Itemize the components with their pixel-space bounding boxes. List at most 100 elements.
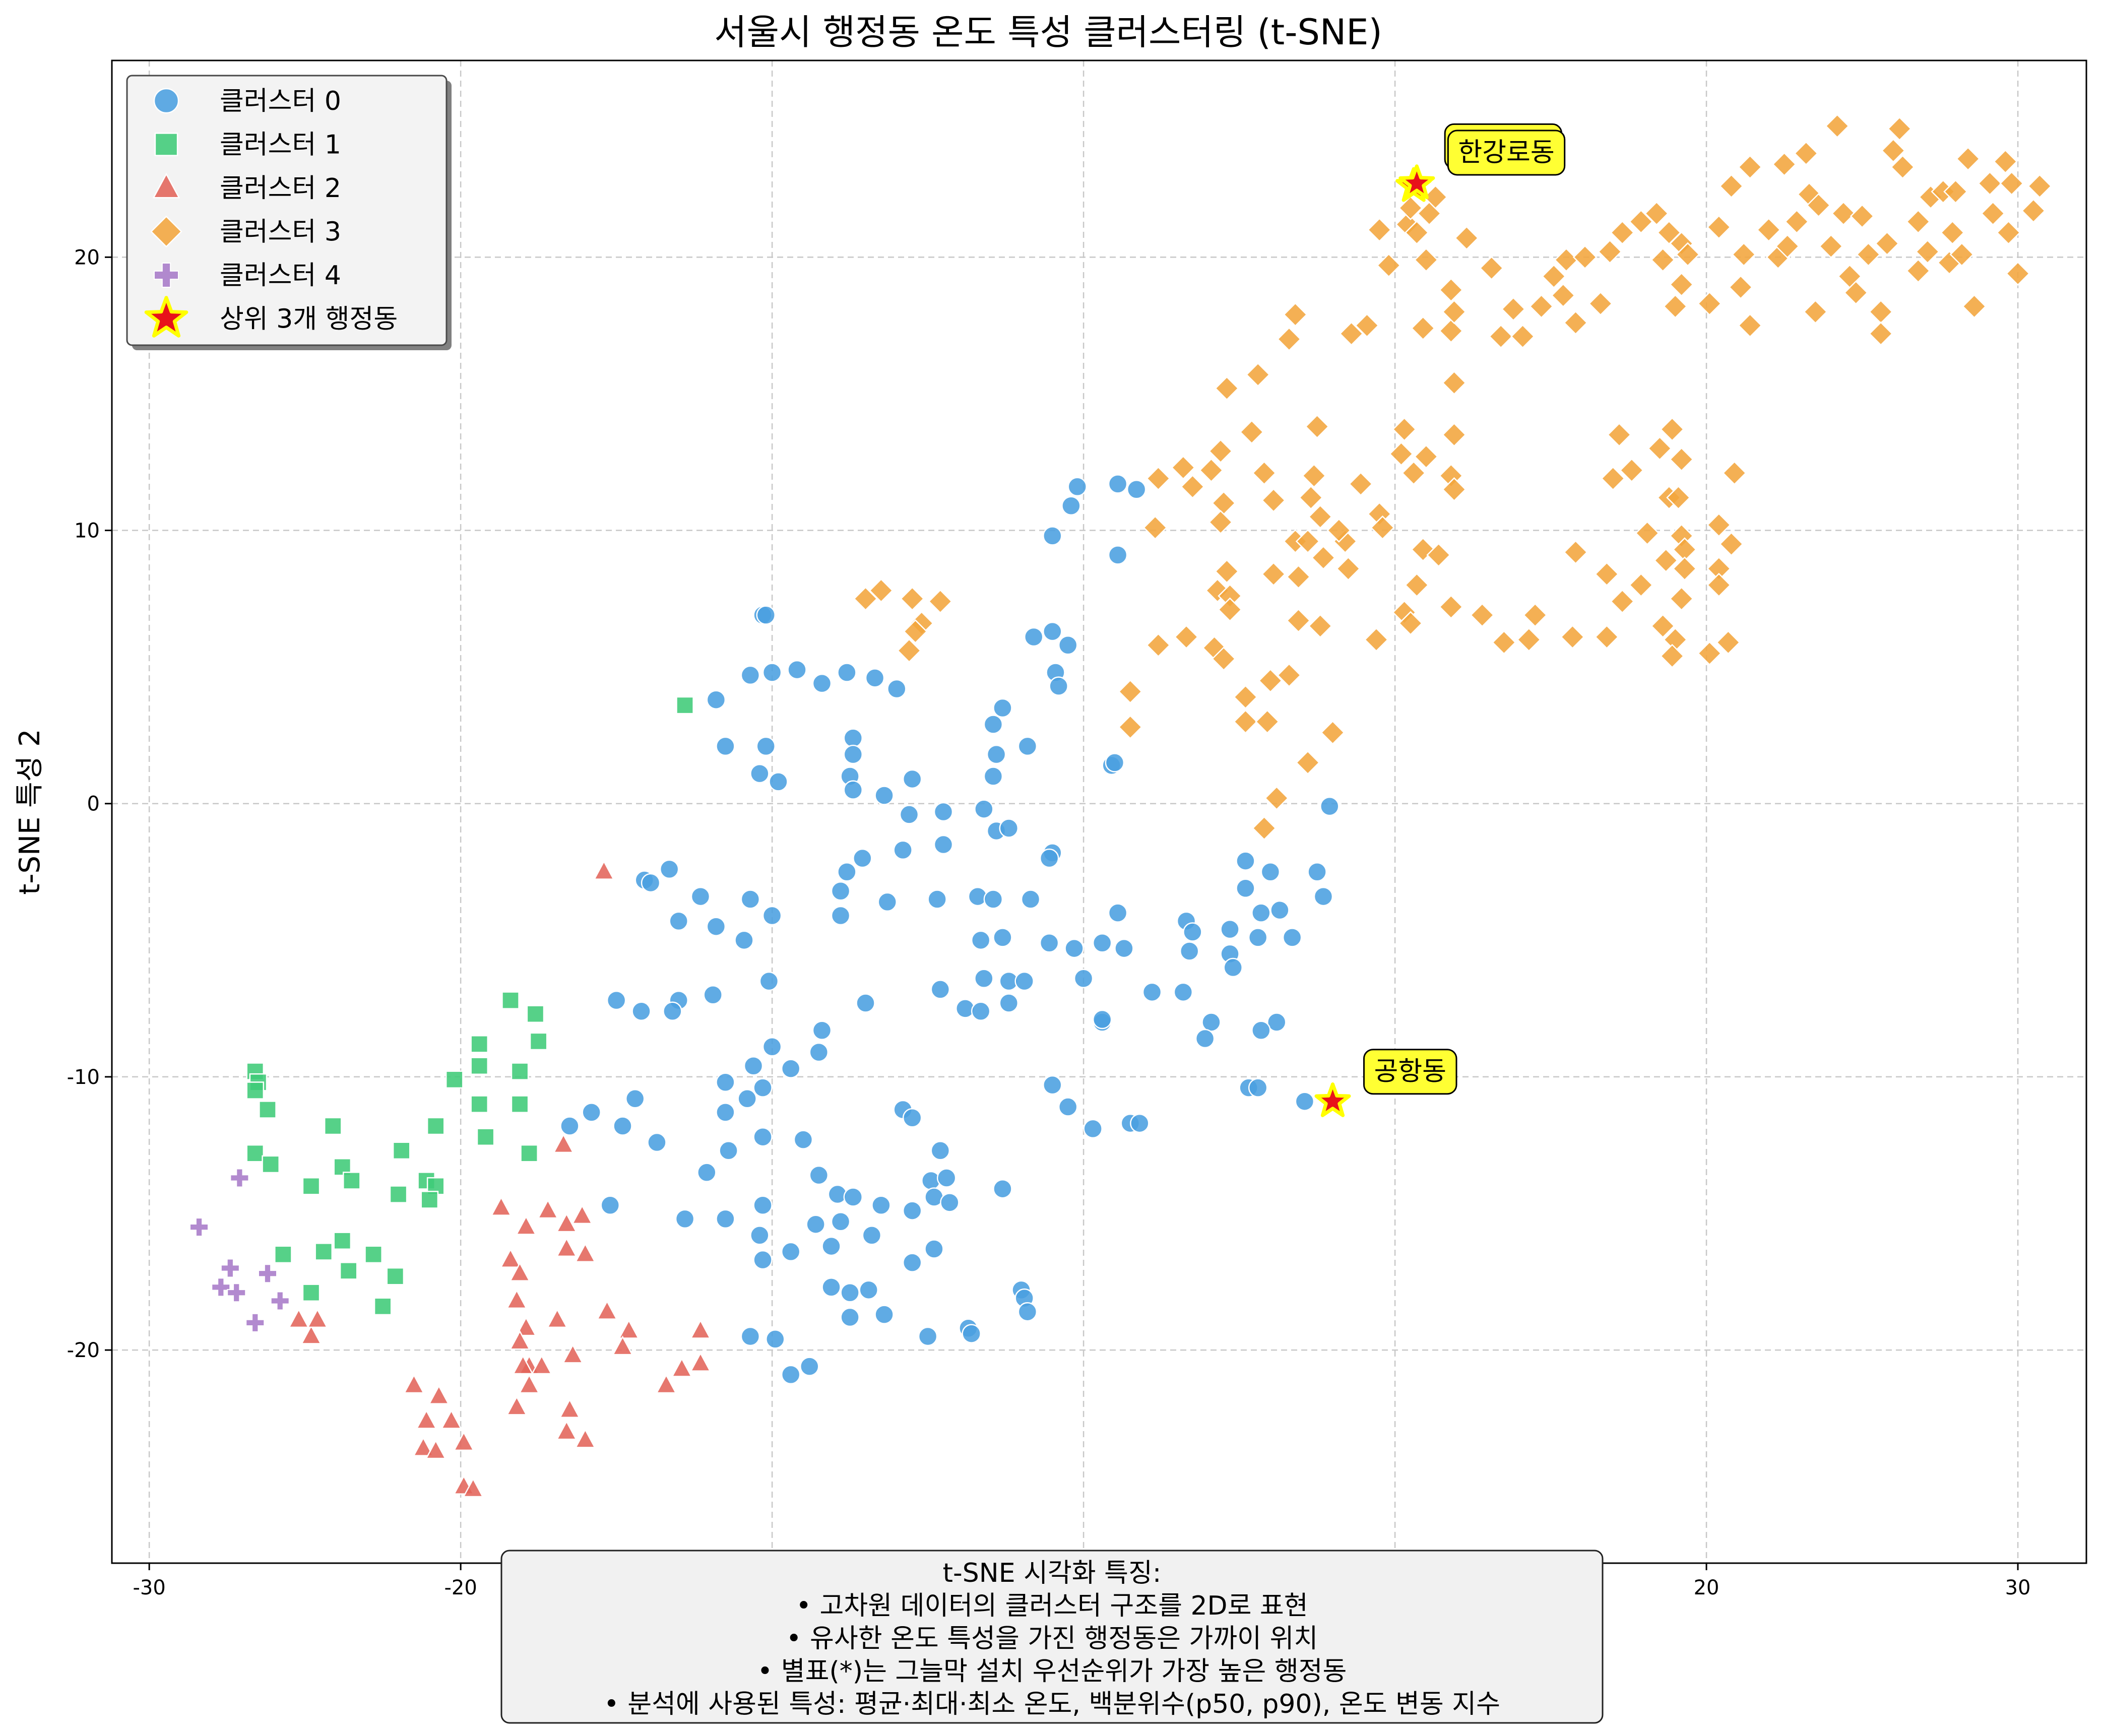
data-point [1479, 255, 1504, 281]
data-point [1669, 272, 1694, 297]
data-point [874, 786, 894, 805]
data-point [1719, 174, 1744, 199]
data-point [1653, 548, 1678, 573]
data-point [1663, 294, 1688, 319]
data-point [1887, 116, 1912, 141]
data-point [1488, 324, 1513, 349]
data-point [1439, 278, 1463, 302]
data-point [837, 663, 857, 682]
data-point [420, 1191, 439, 1209]
data-point [416, 1409, 437, 1429]
data-point [740, 889, 760, 909]
data-point [546, 1308, 568, 1328]
info-line: • 고차원 데이터의 클러스터 구조를 2D로 표현 [796, 1591, 1308, 1621]
data-point [1563, 310, 1588, 335]
data-point [1669, 447, 1694, 472]
data-point [453, 1431, 475, 1451]
data-point [593, 860, 615, 880]
data-point [843, 1187, 863, 1207]
data-point [971, 1001, 991, 1021]
legend-marker [153, 88, 179, 114]
data-point [1261, 562, 1286, 587]
data-point [1595, 624, 1619, 650]
data-point [663, 1001, 682, 1021]
data-point [1311, 545, 1336, 570]
data-point [762, 1037, 782, 1057]
data-point [843, 780, 863, 800]
legend-item: 클러스터 3 [150, 215, 341, 248]
data-point [1239, 420, 1264, 444]
data-point [343, 1172, 361, 1190]
data-point [734, 930, 754, 950]
data-point [1130, 1113, 1150, 1133]
data-point [1398, 196, 1423, 221]
data-point [490, 1196, 512, 1216]
data-point [1595, 562, 1619, 587]
data-point [669, 911, 688, 931]
data-point [1890, 155, 1915, 179]
data-point [843, 744, 863, 764]
data-point [1364, 627, 1389, 652]
data-point [897, 638, 922, 663]
data-point [1173, 982, 1193, 1002]
data-points [189, 113, 2052, 1498]
data-point [1348, 472, 1373, 496]
data-point [1326, 518, 1352, 543]
data-point [1423, 184, 1448, 210]
data-point [812, 1020, 832, 1040]
data-point [1439, 318, 1463, 344]
data-point [1146, 633, 1171, 658]
data-point [1516, 627, 1542, 652]
info-box-frame [500, 1550, 1604, 1724]
data-point [1215, 376, 1239, 401]
data-point [1529, 294, 1554, 319]
data-point [1607, 422, 1632, 447]
data-point [300, 1324, 322, 1344]
data-point [1999, 171, 2024, 196]
data-point [1644, 201, 1669, 226]
data-point [1201, 1012, 1221, 1032]
data-point [902, 1108, 922, 1128]
data-point [2021, 198, 2046, 223]
data-point [930, 980, 950, 999]
x-tick-label: 30 [2005, 1576, 2031, 1599]
data-point [556, 1237, 578, 1257]
data-point [537, 1199, 559, 1219]
data-point [1083, 1119, 1103, 1139]
data-point [1308, 504, 1333, 529]
data-point [288, 1308, 309, 1328]
data-point [1398, 164, 1435, 200]
data-point [831, 906, 851, 926]
data-point [1118, 679, 1143, 704]
data-point [1320, 720, 1345, 745]
data-point [1218, 597, 1242, 622]
data-point [1722, 461, 1747, 485]
data-point [743, 1056, 763, 1076]
data-point [716, 736, 735, 756]
data-point [1118, 715, 1143, 740]
data-point [412, 1436, 434, 1456]
data-point [1541, 264, 1566, 289]
data-point [1266, 1012, 1287, 1032]
data-point [1058, 1097, 1078, 1117]
data-point [1949, 242, 1974, 267]
data-point [245, 1313, 265, 1332]
data-point [562, 1343, 584, 1364]
data-point [1414, 444, 1439, 469]
data-point [962, 1324, 981, 1343]
data-point [656, 1374, 677, 1394]
data-point [756, 605, 776, 625]
data-point [999, 993, 1019, 1013]
data-point [274, 1245, 292, 1264]
data-point [869, 578, 894, 603]
data-point [930, 1141, 950, 1161]
data-point [1233, 709, 1258, 734]
data-point [2027, 174, 2052, 199]
data-point [189, 1217, 209, 1237]
data-point [560, 1116, 580, 1136]
data-point [750, 1226, 770, 1245]
data-point [1731, 242, 1756, 267]
data-point [1629, 572, 1653, 598]
data-point [787, 660, 807, 680]
data-point [1179, 941, 1199, 961]
